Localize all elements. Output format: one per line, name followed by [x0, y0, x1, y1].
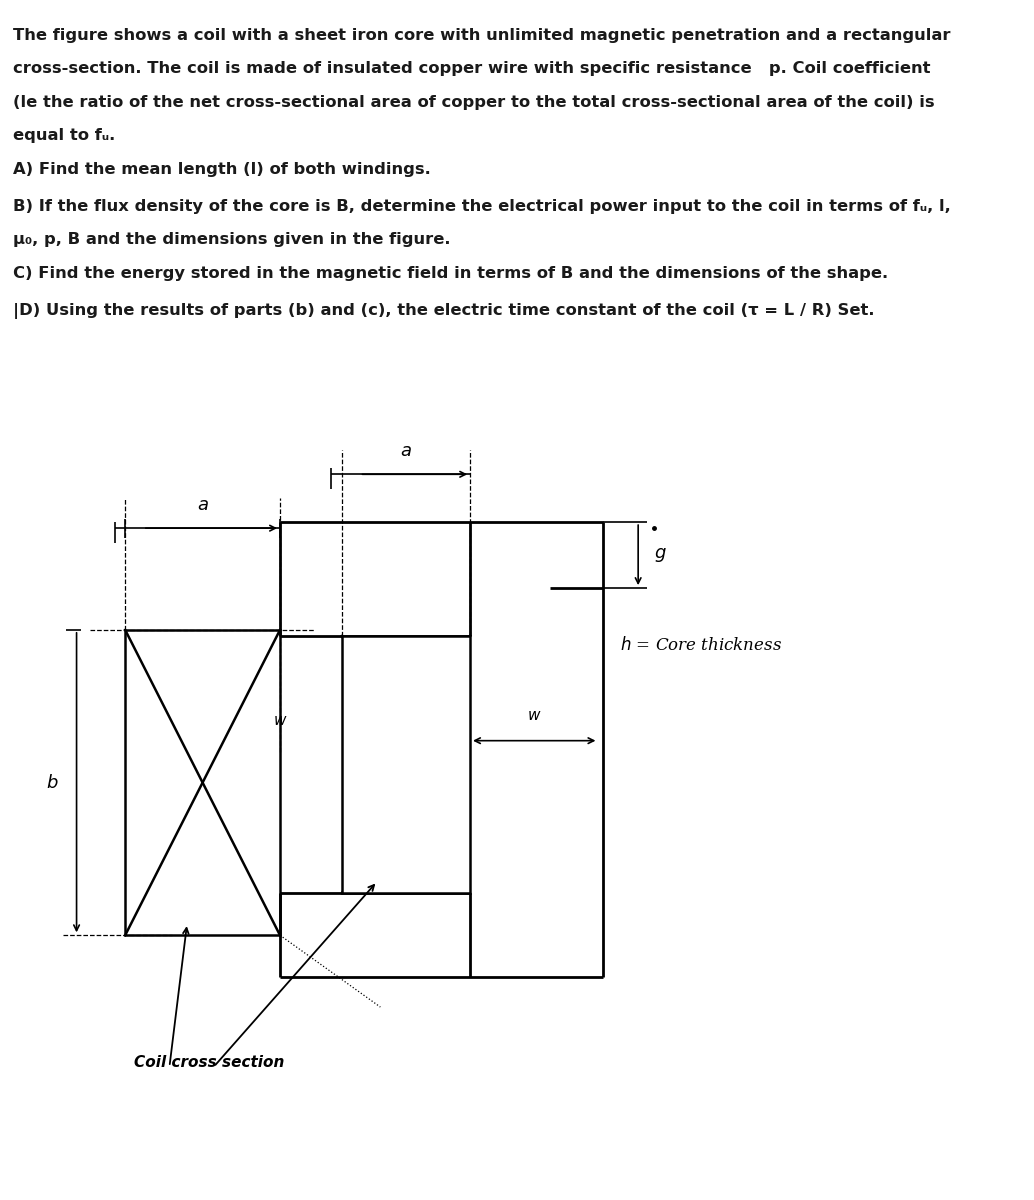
Text: Coil cross section: Coil cross section [134, 1055, 284, 1070]
Text: μ₀, p, B and the dimensions given in the figure.: μ₀, p, B and the dimensions given in the… [12, 233, 451, 247]
Text: The figure shows a coil with a sheet iron core with unlimited magnetic penetrati: The figure shows a coil with a sheet iro… [12, 28, 950, 43]
Text: $b$: $b$ [47, 774, 59, 792]
Text: $w$: $w$ [273, 713, 287, 728]
Text: A) Find the mean length (l) of both windings.: A) Find the mean length (l) of both wind… [12, 162, 430, 176]
Text: cross-section. The coil is made of insulated copper wire with specific resistanc: cross-section. The coil is made of insul… [12, 61, 931, 77]
Text: $a$: $a$ [400, 442, 412, 460]
Text: (le the ratio of the net cross-sectional area of copper to the total cross-secti: (le the ratio of the net cross-sectional… [12, 95, 935, 109]
Text: $g$: $g$ [655, 546, 667, 564]
Text: equal to fᵤ.: equal to fᵤ. [12, 128, 115, 143]
Text: B) If the flux density of the core is B, determine the electrical power input to: B) If the flux density of the core is B,… [12, 199, 950, 214]
Text: $a$: $a$ [196, 496, 209, 514]
Text: $h$ = Core thickness: $h$ = Core thickness [620, 636, 783, 654]
Text: $w$: $w$ [527, 708, 542, 722]
Bar [342, 636, 470, 893]
Text: C) Find the energy stored in the magnetic field in terms of B and the dimensions: C) Find the energy stored in the magneti… [12, 266, 888, 281]
Text: |D) Using the results of parts (b) and (c), the electric time constant of the co: |D) Using the results of parts (b) and (… [12, 304, 875, 319]
Bar [125, 630, 280, 935]
